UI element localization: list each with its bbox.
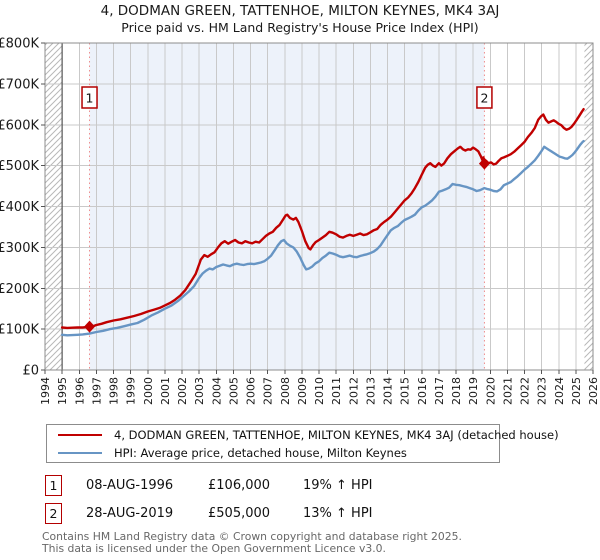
svg-text:1999: 1999 [125,377,138,405]
svg-text:2019: 2019 [467,377,480,405]
svg-text:£600K: £600K [0,118,39,133]
svg-text:2025: 2025 [570,377,583,405]
svg-text:1997: 1997 [90,377,103,405]
svg-text:£300K: £300K [0,241,39,256]
svg-text:£100K: £100K [0,323,39,338]
transaction-1-marker: 1 [45,475,62,496]
legend-property-label: 4, DODMAN GREEN, TATTENHOE, MILTON KEYNE… [114,427,559,442]
transaction-2-marker: 2 [45,503,62,524]
legend-item-property: 4, DODMAN GREEN, TATTENHOE, MILTON KEYNE… [47,427,559,442]
svg-text:2002: 2002 [176,377,189,405]
svg-text:£200K: £200K [0,282,39,297]
transaction-2-price: £505,000 [208,506,271,521]
svg-text:2010: 2010 [313,377,326,405]
svg-text:1996: 1996 [73,377,86,405]
svg-text:2020: 2020 [484,377,497,405]
transaction-row-2: 2 28-AUG-2019 £505,000 13% ↑ HPI [0,503,600,525]
svg-text:1995: 1995 [56,377,69,405]
svg-text:2015: 2015 [399,377,412,405]
svg-text:2014: 2014 [382,377,395,405]
svg-text:2000: 2000 [142,377,155,405]
page-title: 4, DODMAN GREEN, TATTENHOE, MILTON KEYNE… [100,3,500,19]
svg-text:2021: 2021 [501,377,514,405]
svg-text:2005: 2005 [227,377,240,405]
svg-text:2007: 2007 [262,377,275,405]
svg-text:2023: 2023 [536,377,549,405]
svg-text:2011: 2011 [330,377,343,405]
svg-text:1998: 1998 [108,377,121,405]
svg-text:2009: 2009 [296,377,309,405]
blue-line-swatch [58,451,102,454]
svg-text:2024: 2024 [553,377,566,405]
page-subtitle: Price paid vs. HM Land Registry's House … [121,20,479,35]
svg-text:£800K: £800K [0,37,39,52]
svg-text:2: 2 [480,91,488,106]
svg-text:2004: 2004 [210,377,223,405]
svg-text:2026: 2026 [587,377,600,405]
footer-line-2: This data is licensed under the Open Gov… [42,542,386,556]
svg-text:2017: 2017 [433,377,446,405]
license-footer: Contains HM Land Registry data © Crown c… [42,530,462,556]
svg-text:£700K: £700K [0,77,39,92]
transaction-2-vs-hpi: 13% ↑ HPI [303,506,373,521]
svg-text:2008: 2008 [279,377,292,405]
svg-text:2013: 2013 [364,377,377,405]
footer-line-1: Contains HM Land Registry data © Crown c… [42,530,462,543]
svg-text:2001: 2001 [159,377,172,405]
svg-text:1994: 1994 [39,377,52,405]
price-chart: 1 2 £0 £100K £200K £300K £400K £500K £600K £700K £… [0,37,600,406]
legend-hpi-label: HPI: Average price, detached house, Milt… [114,445,407,460]
svg-text:1: 1 [86,91,94,106]
svg-text:2003: 2003 [193,377,206,405]
svg-text:£500K: £500K [0,159,39,174]
transaction-row-1: 1 08-AUG-1996 £106,000 19% ↑ HPI [0,475,600,497]
svg-text:2006: 2006 [245,377,258,405]
transaction-1-price: £106,000 [208,478,271,493]
svg-text:2018: 2018 [450,377,463,405]
red-line-swatch [58,433,102,436]
legend-item-hpi: HPI: Average price, detached house, Milt… [47,445,499,460]
svg-text:2016: 2016 [416,377,429,405]
transaction-1-vs-hpi: 19% ↑ HPI [303,478,373,493]
svg-text:£0: £0 [22,364,39,379]
transaction-2-date: 28-AUG-2019 [86,506,174,521]
svg-text:2012: 2012 [347,377,360,405]
svg-text:2022: 2022 [519,377,532,405]
legend: 4, DODMAN GREEN, TATTENHOE, MILTON KEYNE… [46,424,559,463]
transaction-1-date: 08-AUG-1996 [86,478,174,493]
svg-text:£400K: £400K [0,200,39,215]
